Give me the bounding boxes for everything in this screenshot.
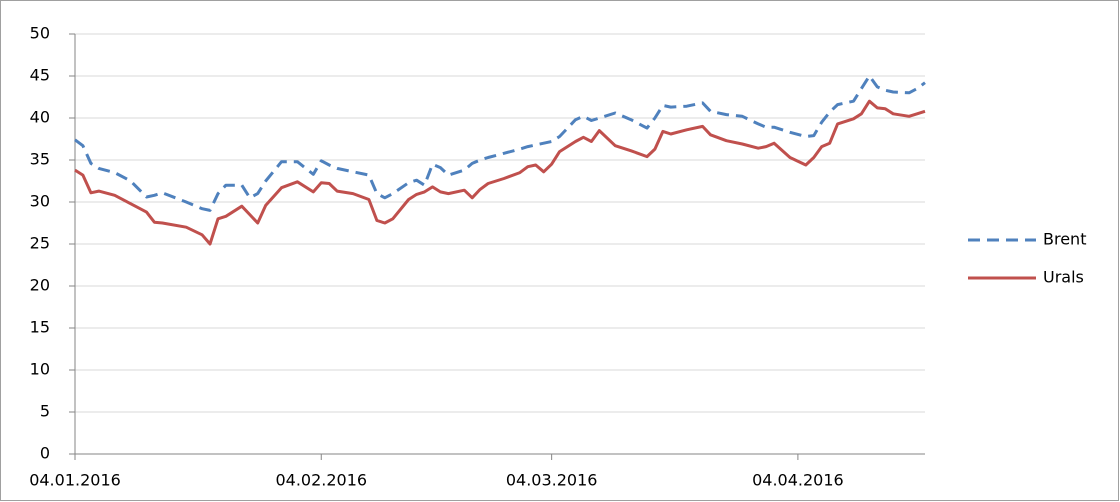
x-tick-label: 04.04.2016 — [752, 471, 844, 490]
y-tick-label: 5 — [40, 402, 50, 421]
x-tick-label: 04.03.2016 — [506, 471, 598, 490]
y-tick-label: 10 — [30, 360, 50, 379]
y-tick-label: 35 — [30, 150, 50, 169]
y-tick-label: 45 — [30, 66, 50, 85]
legend-label: Urals — [1043, 268, 1084, 287]
y-tick-label: 40 — [30, 108, 50, 127]
y-tick-label: 50 — [30, 24, 50, 43]
x-tick-label: 04.01.2016 — [29, 471, 121, 490]
y-tick-label: 20 — [30, 276, 50, 295]
series-line — [74, 74, 926, 212]
y-tick-label: 0 — [40, 444, 50, 463]
y-tick-label: 25 — [30, 234, 50, 253]
x-tick-label: 04.02.2016 — [275, 471, 367, 490]
y-tick-label: 15 — [30, 318, 50, 337]
series-line — [74, 99, 926, 246]
legend-label: Brent — [1043, 230, 1086, 249]
y-tick-label: 30 — [30, 192, 50, 211]
